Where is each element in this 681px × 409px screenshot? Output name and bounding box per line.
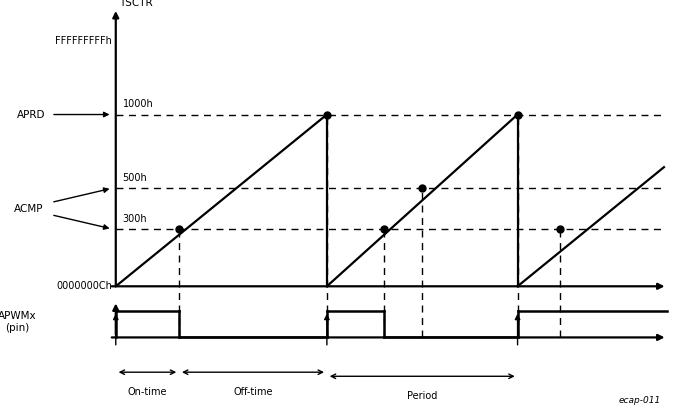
Text: 300h: 300h: [123, 214, 147, 224]
Text: Period: Period: [407, 391, 437, 400]
Text: APRD: APRD: [17, 110, 46, 119]
Text: ecap-011: ecap-011: [618, 396, 661, 405]
Text: 1000h: 1000h: [123, 99, 153, 109]
Text: Off-time: Off-time: [233, 387, 273, 396]
Text: 0000000Ch: 0000000Ch: [57, 281, 112, 291]
Text: 500h: 500h: [123, 173, 147, 183]
Text: APWMx
(pin): APWMx (pin): [0, 311, 36, 333]
Text: FFFFFFFFFh: FFFFFFFFFh: [55, 36, 112, 46]
Text: On-time: On-time: [127, 387, 168, 396]
Text: TSCTR: TSCTR: [119, 0, 153, 8]
Text: ACMP: ACMP: [14, 204, 43, 213]
